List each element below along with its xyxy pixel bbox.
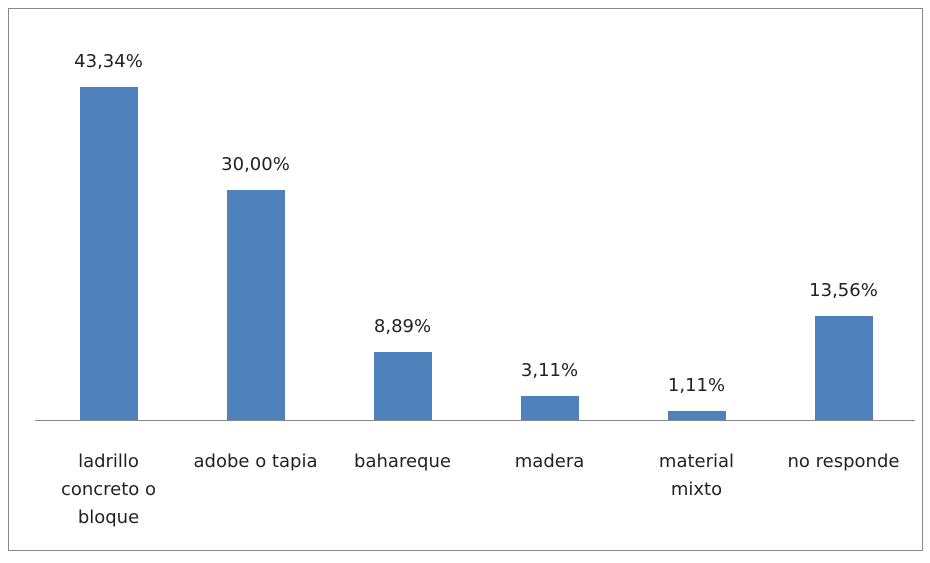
bar: [814, 315, 873, 420]
data-label: 43,34%: [74, 51, 143, 73]
x-tick-label: madera: [514, 451, 585, 472]
bar: [520, 396, 579, 420]
bar: [373, 351, 432, 420]
x-tick-label: ladrillo concreto o bloque: [60, 451, 157, 528]
x-tick-label: bahareque: [354, 451, 451, 472]
bar: [667, 411, 726, 420]
data-label: 3,11%: [520, 360, 579, 382]
data-label: 13,56%: [809, 279, 878, 301]
bar: [226, 189, 285, 420]
x-tick-label: no responde: [787, 451, 900, 472]
chart-frame: [8, 8, 923, 551]
x-axis-line: [35, 420, 915, 421]
data-label: 30,00%: [221, 153, 290, 175]
bar: [79, 87, 138, 420]
x-tick-label: material mixto: [658, 451, 735, 500]
data-label: 8,89%: [373, 315, 432, 337]
data-label: 1,11%: [667, 375, 726, 397]
x-tick-label: adobe o tapia: [193, 451, 318, 472]
